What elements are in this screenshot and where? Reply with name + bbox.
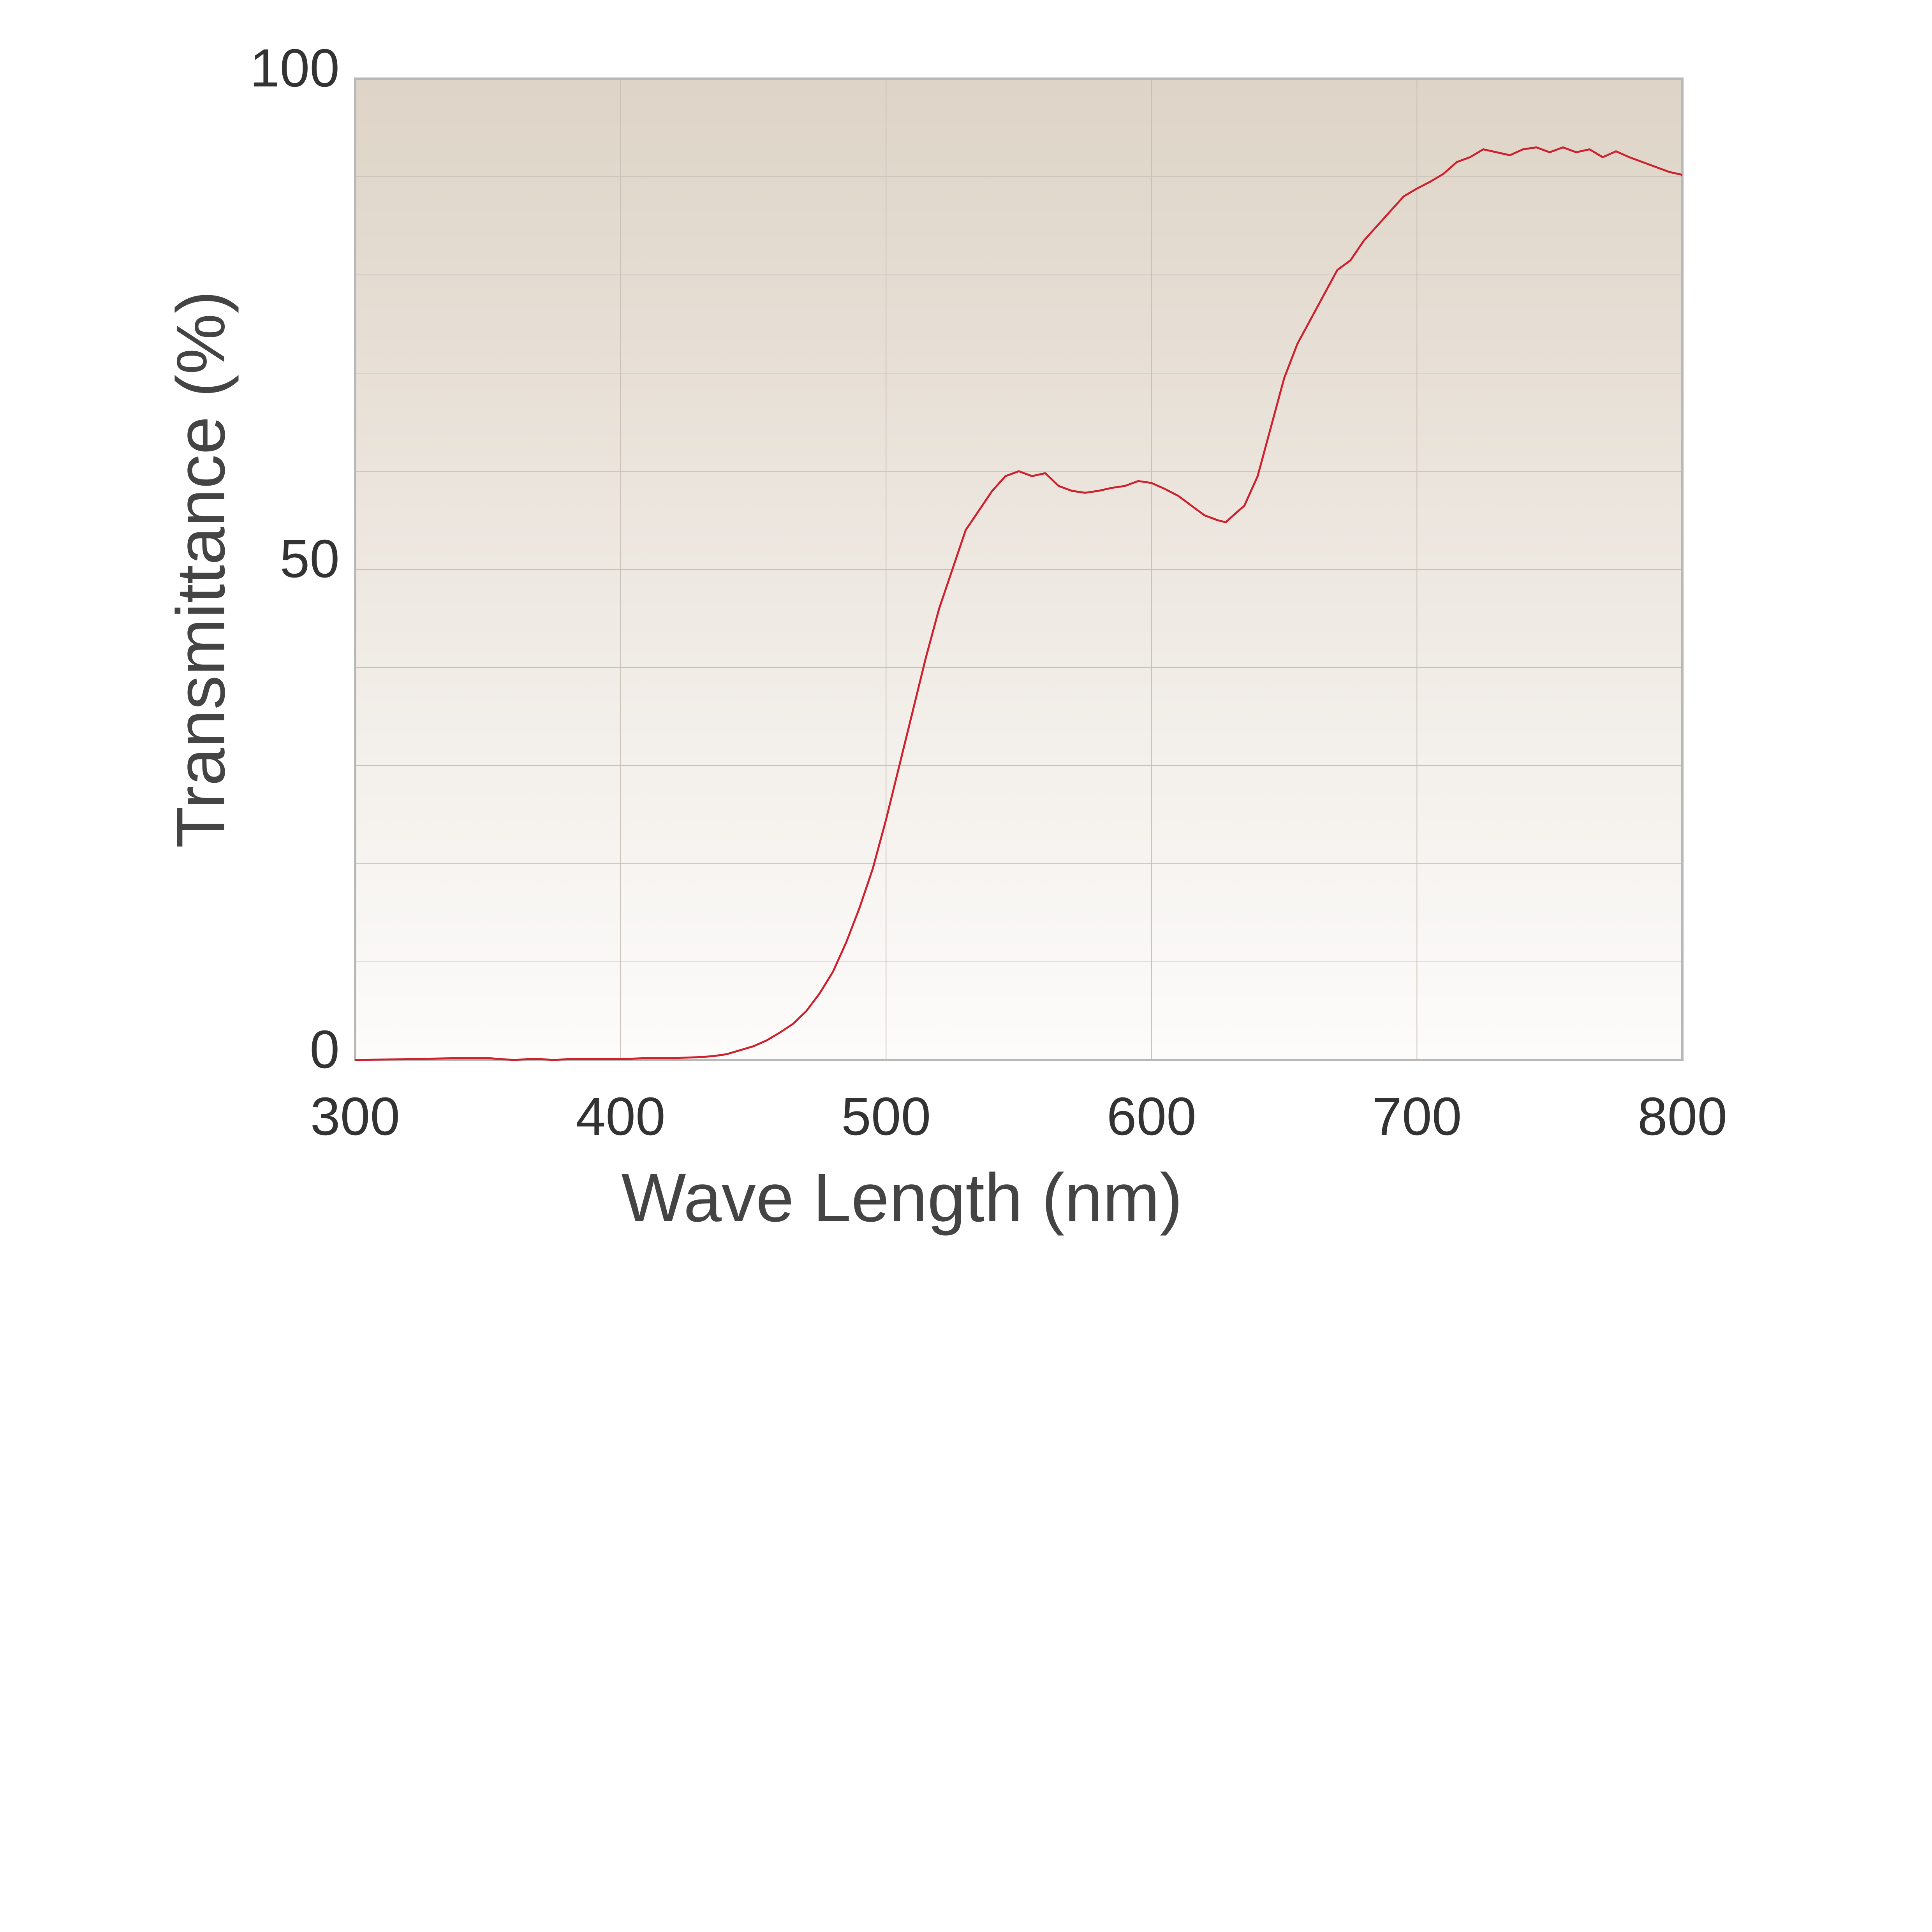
y-tick-labels: 0 50 100 — [250, 38, 340, 1080]
y-axis-title: Transmittance (%) — [163, 291, 239, 848]
x-tick-label: 500 — [841, 1087, 931, 1147]
plot-frame — [354, 77, 1684, 1061]
y-tick-label: 100 — [250, 38, 340, 98]
x-tick-label: 400 — [576, 1087, 665, 1147]
x-tick-labels: 300 400 500 600 700 800 — [310, 1087, 1727, 1147]
x-tick-label: 700 — [1372, 1087, 1462, 1147]
y-tick-label: 50 — [280, 529, 340, 589]
transmittance-series-line — [355, 146, 1683, 1061]
x-tick-label: 800 — [1638, 1087, 1727, 1147]
x-tick-label: 300 — [310, 1087, 400, 1147]
x-tick-label: 600 — [1107, 1087, 1196, 1147]
y-tick-label: 0 — [310, 1020, 340, 1080]
x-axis-title: Wave Length (nm) — [621, 1160, 1182, 1236]
